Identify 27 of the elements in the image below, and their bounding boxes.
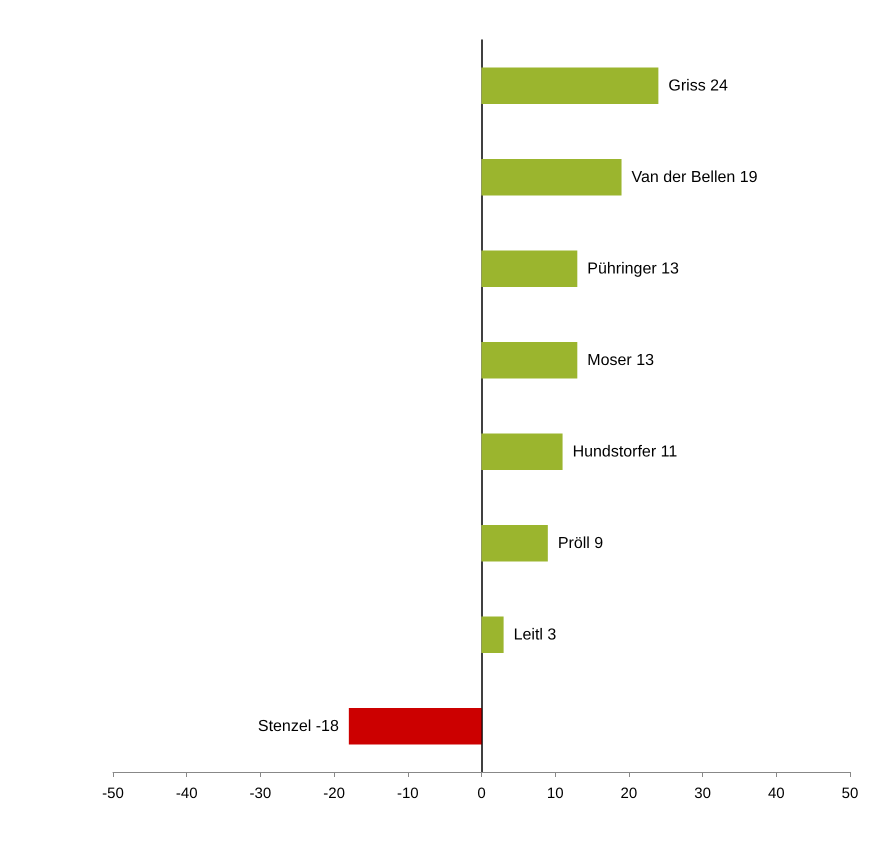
bar xyxy=(482,158,622,196)
data-label: Moser 13 xyxy=(587,352,654,369)
bar xyxy=(482,524,548,562)
bar xyxy=(482,67,658,104)
data-label: Pröll 9 xyxy=(558,534,604,552)
bar xyxy=(482,616,504,654)
x-tick-label: 0 xyxy=(477,785,486,802)
bar xyxy=(348,708,482,745)
x-tick-label: -30 xyxy=(250,785,272,802)
x-tick-label: -40 xyxy=(176,785,198,802)
x-tick-label: 10 xyxy=(546,785,564,802)
bar xyxy=(482,250,578,288)
x-tick-label: 50 xyxy=(842,785,858,802)
x-tick-label: 30 xyxy=(694,785,711,802)
x-tick-label: 20 xyxy=(620,785,638,802)
x-tick-label: -20 xyxy=(323,785,345,802)
data-label: Pühringer 13 xyxy=(587,260,680,278)
x-tick-label: 40 xyxy=(768,785,785,802)
data-label: Griss 24 xyxy=(668,77,728,94)
x-tick-label: -50 xyxy=(102,785,124,802)
bar xyxy=(482,433,563,470)
data-label: Van der Bellen 19 xyxy=(632,168,758,186)
data-label: Stenzel -18 xyxy=(258,718,339,735)
data-label: Leitl 3 xyxy=(514,626,556,644)
data-label: Hundstorfer 11 xyxy=(572,443,678,460)
bar xyxy=(482,342,578,379)
x-tick-label: -10 xyxy=(396,785,419,802)
